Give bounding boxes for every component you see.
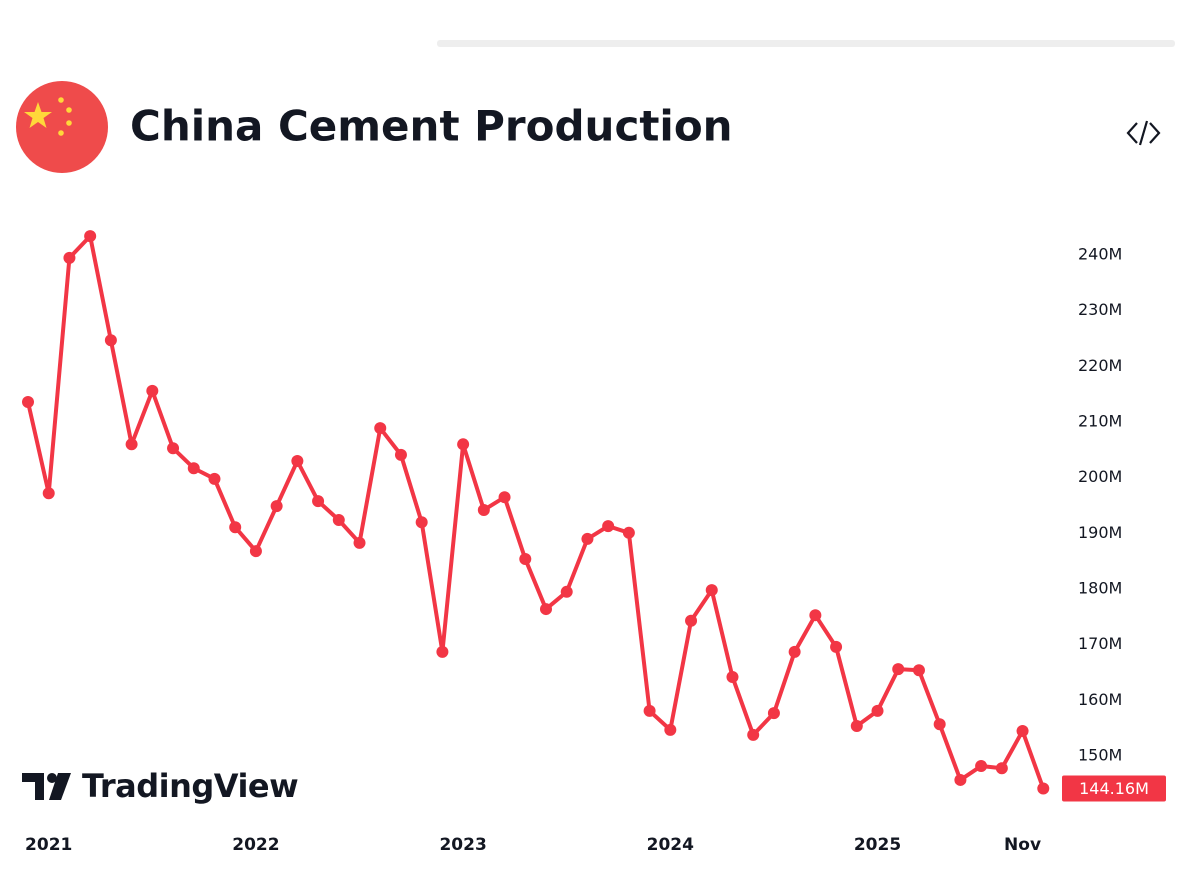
point <box>892 663 905 676</box>
y-tick-label: 150M <box>1078 746 1122 765</box>
y-tick-label: 240M <box>1078 245 1122 264</box>
point <box>63 251 76 264</box>
point <box>1016 724 1029 737</box>
point <box>975 760 988 773</box>
x-tick-label: 2022 <box>232 835 279 855</box>
point <box>312 495 325 508</box>
point <box>187 462 200 475</box>
y-tick-label: 190M <box>1078 523 1122 542</box>
last-value-box <box>1062 775 1166 802</box>
point <box>685 614 698 627</box>
embed-icon[interactable] <box>1126 120 1161 146</box>
brand-logo <box>22 773 71 800</box>
point <box>705 584 718 597</box>
x-tick-label: 2025 <box>854 835 901 855</box>
point <box>726 670 739 683</box>
point <box>498 491 511 504</box>
point <box>788 645 801 658</box>
y-tick-label: 180M <box>1078 579 1122 598</box>
chart-title: China Cement Production <box>130 102 733 151</box>
y-tick-label: 230M <box>1078 300 1122 319</box>
point <box>664 723 677 736</box>
point <box>581 532 594 545</box>
point <box>374 422 387 435</box>
top-bar <box>437 40 1175 47</box>
y-tick-label: 220M <box>1078 356 1122 375</box>
y-tick-label: 210M <box>1078 412 1122 431</box>
x-tick-label: 2024 <box>647 835 694 855</box>
point <box>1037 782 1050 795</box>
point <box>767 707 780 720</box>
point <box>291 455 304 468</box>
point <box>747 728 760 741</box>
point <box>146 384 159 397</box>
point <box>394 448 407 461</box>
brand-name: TradingView <box>82 767 298 805</box>
point <box>871 704 884 717</box>
point <box>540 603 552 616</box>
point <box>415 516 428 529</box>
point <box>477 503 490 516</box>
point <box>954 773 967 786</box>
point <box>995 762 1008 775</box>
point <box>560 585 573 598</box>
point <box>643 704 656 717</box>
point <box>622 526 635 539</box>
point <box>332 514 345 527</box>
point <box>353 536 366 549</box>
y-tick-label: 160M <box>1078 690 1122 709</box>
point <box>436 645 449 658</box>
point <box>809 609 822 622</box>
flag <box>16 81 108 173</box>
x-tick-label: 2023 <box>439 835 486 855</box>
point <box>167 442 180 455</box>
point <box>519 552 532 565</box>
point <box>850 719 863 732</box>
point <box>84 230 97 243</box>
point <box>104 334 117 347</box>
last-value-label: 144.16M <box>1079 779 1149 798</box>
y-tick-label: 170M <box>1078 634 1122 653</box>
point <box>912 664 925 677</box>
point <box>457 438 470 451</box>
y-tick-label: 200M <box>1078 467 1122 486</box>
point <box>208 472 221 485</box>
point <box>249 545 262 558</box>
point <box>229 521 242 534</box>
point <box>22 396 34 409</box>
point <box>602 520 615 533</box>
x-tick-label: Nov <box>1004 835 1041 855</box>
line <box>26 234 1046 790</box>
point <box>125 438 138 451</box>
x-tick-label: 2021 <box>25 835 72 855</box>
point <box>42 487 55 500</box>
point <box>830 640 843 653</box>
point <box>933 718 946 731</box>
point <box>270 500 283 513</box>
